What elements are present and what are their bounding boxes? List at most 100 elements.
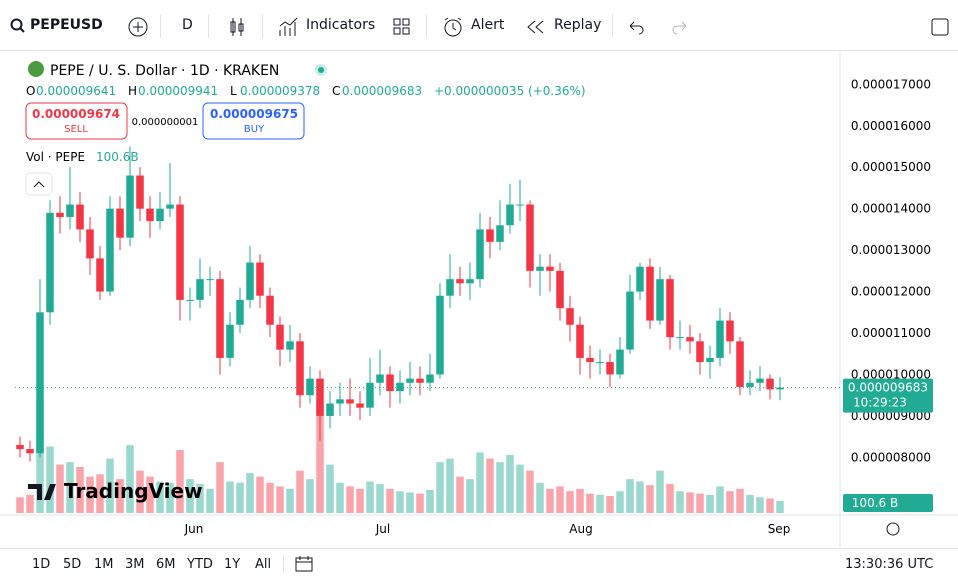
symbol[interactable]: PEPEUSD [30, 17, 103, 33]
volume-bar [226, 481, 234, 513]
volume-bar [646, 485, 654, 513]
replay-icon[interactable] [526, 19, 546, 35]
volume-bar [236, 482, 244, 513]
y-tick-label: 0.000017000 [851, 77, 931, 91]
goto-date[interactable] [295, 555, 315, 573]
ohlc-value: 0.000009941 [138, 84, 218, 98]
volume-bar [46, 446, 54, 513]
buy-button[interactable] [202, 102, 305, 140]
volume-bar [506, 454, 514, 513]
candle-body [426, 374, 434, 383]
range-button[interactable]: 3M [125, 557, 145, 572]
volume-bar [276, 486, 284, 513]
settings-icon[interactable] [886, 522, 900, 536]
volume-bar [736, 488, 744, 513]
volume-tag-text: 100.6 B [852, 496, 898, 510]
alert[interactable]: Alert [471, 17, 505, 33]
candle-body [696, 341, 704, 363]
buy-label[interactable]: BUY [244, 124, 265, 135]
add-symbol[interactable] [128, 17, 148, 37]
replay[interactable]: Replay [554, 17, 602, 33]
volume-bar [606, 496, 614, 513]
candle-body [196, 279, 204, 300]
ohlc-key: H [128, 84, 137, 98]
candle-body [506, 204, 514, 226]
range-button[interactable]: 6M [156, 557, 176, 572]
sell-label[interactable]: SELL [64, 124, 88, 135]
fullscreen[interactable] [930, 17, 950, 37]
indicators-icon[interactable] [278, 16, 300, 38]
y-tick-label: 0.000014000 [851, 202, 931, 216]
search-icon[interactable] [10, 18, 26, 34]
candle-body [686, 337, 694, 342]
range-button[interactable]: All [255, 557, 272, 572]
volume-bar [136, 470, 144, 513]
range-button[interactable]: YTD [187, 557, 213, 572]
candle-body [496, 225, 504, 242]
candle-body [706, 357, 714, 363]
volume-bar [366, 481, 374, 513]
volume-bar [476, 452, 484, 513]
candle-body [636, 266, 644, 292]
candle-body [606, 362, 614, 375]
volume-bar [256, 476, 264, 513]
volume-bar [766, 498, 774, 513]
candle-body [646, 266, 654, 321]
candle-body [96, 258, 104, 292]
countdown: 10:29:23 [853, 396, 907, 410]
candle-body [396, 382, 404, 392]
volume-bar [696, 493, 704, 513]
candle-body [276, 324, 284, 350]
volume-bar [726, 491, 734, 513]
change: +0.000000035 (+0.36%) [434, 84, 586, 98]
ohlc-value: 0.000009378 [240, 84, 320, 98]
range-button[interactable]: 1Y [224, 557, 241, 572]
sell-price[interactable]: 0.000009674 [32, 107, 120, 121]
candle-body [716, 320, 724, 358]
y-tick-label: 0.000010000 [851, 367, 931, 381]
interval[interactable]: D [182, 17, 193, 33]
chart: 0.000017000 0.000016000 0.000015000 0.00001… [0, 51, 958, 547]
candle-body [576, 324, 584, 358]
candle-body [566, 308, 574, 325]
collapse-button[interactable] [25, 172, 53, 196]
collapse-icon[interactable] [33, 181, 45, 188]
volume-bar [376, 483, 384, 513]
buy-price[interactable]: 0.000009675 [210, 107, 298, 121]
candle-body [626, 291, 634, 350]
layouts[interactable] [393, 18, 411, 36]
range-button[interactable]: 5D [63, 557, 82, 572]
volume-bar [146, 476, 154, 513]
candle-body [726, 320, 734, 342]
range-button[interactable]: 1D [32, 557, 51, 572]
volume-bar [416, 493, 424, 513]
chart-type[interactable] [228, 16, 246, 38]
candle-body [16, 444, 24, 450]
candle-body [126, 175, 134, 238]
candle-body [486, 229, 494, 242]
spread: 0.000000001 [132, 117, 199, 128]
volume-bar [336, 482, 344, 513]
candle-body [776, 387, 784, 390]
range-button[interactable]: 1M [94, 557, 114, 572]
volume-bar [26, 494, 34, 513]
indicators[interactable]: Indicators [306, 17, 376, 33]
sell-button[interactable] [25, 102, 128, 140]
volume-bar [486, 458, 494, 513]
undo-redo[interactable] [628, 20, 688, 36]
candle-body [326, 403, 334, 416]
volume-value: 100.6B [96, 150, 139, 164]
volume-bar [536, 482, 544, 513]
volume-bar [266, 482, 274, 513]
y-tick-label: 0.000016000 [851, 119, 931, 133]
candle-body [346, 399, 354, 404]
candle-body [466, 279, 474, 284]
candle-body [456, 279, 464, 284]
volume-bar [206, 488, 214, 513]
volume-bar [666, 483, 674, 513]
y-tick-label: 0.000012000 [851, 285, 931, 299]
candle-body [216, 279, 224, 358]
alert-icon[interactable] [442, 16, 464, 38]
y-tick-label: 0.000015000 [851, 160, 931, 174]
volume-bar [776, 500, 784, 513]
